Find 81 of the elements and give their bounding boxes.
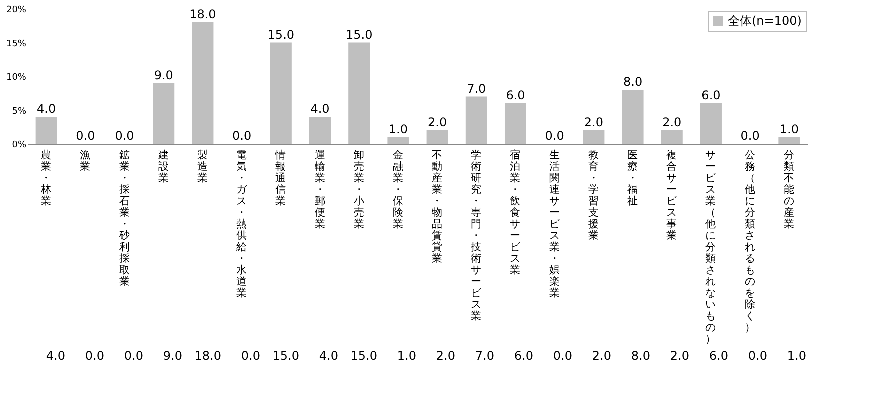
data-label: 2.0 bbox=[436, 349, 456, 363]
y-tick-label: 15% bbox=[6, 39, 27, 50]
y-tick-label: 10% bbox=[6, 73, 27, 83]
category-label: 学術研究・専門・技術サービス業 bbox=[471, 150, 482, 322]
text: 2.0 bbox=[662, 116, 682, 130]
data-label: 8.0 bbox=[631, 349, 650, 363]
bar bbox=[270, 42, 292, 144]
legend-label: 全体(n=100) bbox=[728, 14, 802, 28]
category-label: 宿泊業・飲食サービス業 bbox=[510, 150, 522, 276]
text: 15.0 bbox=[268, 28, 295, 42]
data-label: 4.0 bbox=[319, 349, 338, 363]
category-label: サービス業（他に分類されないもの） bbox=[706, 150, 717, 346]
x-tick-label: 情報通信業 bbox=[274, 148, 287, 208]
y-tick-label: 20% bbox=[6, 6, 27, 16]
text: 9.0 bbox=[154, 68, 174, 82]
data-label: 0.0 bbox=[124, 349, 144, 363]
bar bbox=[310, 117, 332, 144]
data-label: 6.0 bbox=[514, 349, 534, 363]
category-label: 鉱業・採石業・砂利採取業 bbox=[119, 150, 130, 288]
bar bbox=[192, 22, 214, 144]
bar bbox=[622, 90, 644, 144]
text: 18.0 bbox=[190, 8, 216, 22]
category-label: 公務（他に分類されるものを除く） bbox=[744, 150, 756, 334]
y-tick-label: 0% bbox=[12, 140, 27, 150]
x-tick-label: 漁業 bbox=[80, 150, 92, 173]
bar bbox=[36, 117, 58, 144]
bar bbox=[700, 104, 722, 144]
x-tick-label: 分類不能の産業 bbox=[784, 150, 795, 230]
bar bbox=[778, 137, 800, 144]
text: 1.0 bbox=[780, 122, 799, 136]
category-label: 電気・ガス・熱供給・水道業 bbox=[236, 150, 248, 300]
x-tick-label: 教育・学習支援業 bbox=[588, 150, 600, 242]
text: 4.0 bbox=[37, 102, 56, 116]
data-label: 15.0 bbox=[272, 349, 300, 363]
text: 6.0 bbox=[702, 88, 721, 102]
text: 0.0 bbox=[545, 129, 564, 143]
text: 7.0 bbox=[467, 82, 486, 96]
category-label: 生活関連サービス業・娯楽業 bbox=[549, 150, 560, 300]
x-tick-label: 建設業 bbox=[157, 148, 170, 184]
data-label: 0.0 bbox=[85, 349, 104, 363]
data-label: 9.0 bbox=[163, 349, 182, 363]
x-tick-label: 医療・福祉 bbox=[628, 150, 639, 208]
data-label: 18.0 bbox=[194, 349, 222, 363]
text: 2.0 bbox=[428, 116, 448, 130]
text: 0.0 bbox=[115, 129, 134, 143]
data-label: 0.0 bbox=[241, 349, 260, 363]
text: 1.0 bbox=[388, 122, 408, 136]
text: 2.0 bbox=[584, 116, 604, 130]
x-tick-label: 金融業・保険業 bbox=[392, 150, 404, 230]
x-tick-label: 複合サービス事業 bbox=[666, 148, 679, 242]
data-label: 1.0 bbox=[787, 349, 806, 363]
bar bbox=[348, 42, 370, 144]
data-label: 0.0 bbox=[553, 349, 572, 363]
text: 4.0 bbox=[310, 102, 330, 116]
text: 0.0 bbox=[76, 129, 96, 143]
data-label: 2.0 bbox=[592, 349, 612, 363]
bar bbox=[153, 83, 175, 144]
bar bbox=[426, 130, 448, 144]
text: 6.0 bbox=[506, 88, 526, 102]
bar bbox=[466, 96, 488, 144]
category-label: 不動産業・物品賃貸業 bbox=[432, 150, 444, 265]
bar bbox=[583, 130, 605, 144]
bar bbox=[661, 130, 683, 144]
data-label: 2.0 bbox=[670, 349, 690, 363]
x-tick-label: 製造業 bbox=[197, 148, 208, 184]
text: 15.0 bbox=[346, 28, 373, 42]
data-label: 15.0 bbox=[350, 349, 378, 363]
data-label: 1.0 bbox=[397, 349, 416, 363]
bar bbox=[504, 104, 526, 144]
x-tick-label: 農業・林業 bbox=[40, 148, 52, 208]
data-label: 7.0 bbox=[475, 349, 494, 363]
bar bbox=[388, 137, 410, 144]
text: 8.0 bbox=[623, 75, 643, 89]
x-tick-label: 運輸業・郵便業 bbox=[314, 150, 326, 230]
text: 0.0 bbox=[740, 129, 760, 143]
x-tick-label: 卸売業・小売業 bbox=[354, 150, 365, 230]
data-label: 6.0 bbox=[709, 349, 728, 363]
text: 0.0 bbox=[232, 129, 252, 143]
y-tick-label: 5% bbox=[12, 106, 27, 117]
data-label: 0.0 bbox=[748, 349, 768, 363]
data-label: 4.0 bbox=[46, 349, 66, 363]
